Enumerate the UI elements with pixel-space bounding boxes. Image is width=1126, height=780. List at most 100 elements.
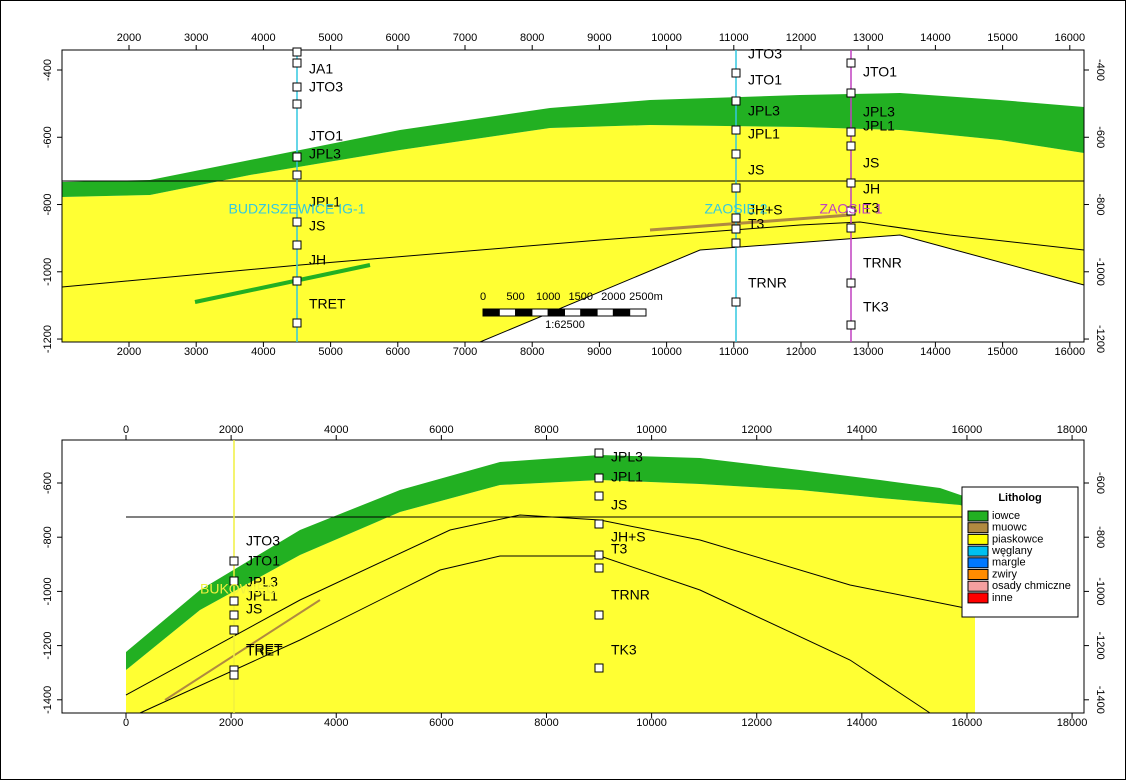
scale-segment	[613, 309, 629, 316]
formation-marker	[230, 557, 238, 565]
x-tick-label: 13000	[853, 346, 884, 358]
x-tick-label: 14000	[920, 346, 951, 358]
x-tick-label: 16000	[1055, 346, 1086, 358]
x-tick-label: 2000	[219, 717, 243, 729]
y-tick-label: -1200	[42, 632, 54, 660]
formation-label: JTO1	[863, 64, 897, 80]
scale-segment	[630, 309, 646, 316]
x-tick-label: 6000	[429, 717, 453, 729]
x-tick-label: 11000	[719, 346, 749, 358]
formation-marker	[230, 611, 238, 619]
formation-label: JS	[748, 162, 764, 178]
x-tick-label: 9000	[587, 32, 611, 44]
formation-marker	[732, 225, 740, 233]
formation-marker	[293, 83, 301, 91]
formation-marker	[293, 319, 301, 327]
formation-label: T3	[748, 216, 765, 232]
y-tick-label: -600	[1094, 472, 1106, 494]
formation-label: JH	[309, 252, 326, 268]
formation-marker	[732, 97, 740, 105]
legend-swatch	[968, 570, 988, 580]
formation-label: JTO1	[309, 128, 343, 144]
x-tick-label: 14000	[920, 32, 951, 44]
y-tick-label: -1400	[1094, 686, 1106, 714]
formation-marker	[732, 184, 740, 192]
formation-label: JPL3	[309, 146, 341, 162]
y-tick-label: -1000	[42, 577, 54, 605]
formation-marker	[847, 59, 855, 67]
formation-marker	[230, 626, 238, 634]
x-tick-label: 6000	[386, 346, 410, 358]
x-tick-label: 3000	[184, 32, 208, 44]
x-tick-label: 7000	[453, 346, 477, 358]
y-tick-label: -1000	[1094, 258, 1106, 286]
formation-label: JTO1	[246, 553, 280, 569]
legend-label: margle	[992, 557, 1026, 569]
formation-label: JPL3	[748, 103, 780, 119]
formation-marker	[293, 241, 301, 249]
y-tick-label: -1200	[42, 325, 54, 353]
scale-segment	[581, 309, 597, 316]
x-tick-label: 10000	[651, 32, 682, 44]
formation-marker	[847, 179, 855, 187]
x-tick-label: 10000	[636, 424, 667, 436]
x-tick-label: 3000	[184, 346, 208, 358]
x-tick-label: 11000	[719, 32, 749, 44]
y-tick-label: -800	[1094, 526, 1106, 548]
formation-label: TRNR	[748, 275, 787, 291]
formation-marker	[595, 492, 603, 500]
formation-label: TRET	[246, 643, 283, 659]
y-tick-label: -1400	[42, 686, 54, 714]
x-tick-label: 5000	[318, 346, 342, 358]
formation-label: JS	[611, 497, 627, 513]
x-tick-label: 6000	[386, 32, 410, 44]
x-tick-label: 0	[123, 717, 129, 729]
x-tick-label: 16000	[952, 424, 983, 436]
formation-label: TRET	[309, 296, 346, 312]
scale-segment	[483, 309, 499, 316]
formation-label: TK3	[611, 642, 637, 658]
x-tick-label: 4000	[324, 717, 348, 729]
formation-marker	[293, 100, 301, 108]
x-tick-label: 12000	[786, 32, 817, 44]
x-tick-label: 8000	[520, 32, 544, 44]
legend-swatch	[968, 558, 988, 568]
x-tick-label: 10000	[651, 346, 682, 358]
well-name: BUKOWIEC	[200, 581, 276, 597]
formation-label: JTO3	[246, 533, 280, 549]
x-tick-label: 8000	[534, 424, 558, 436]
scale-segment	[516, 309, 532, 316]
formation-marker	[847, 321, 855, 329]
formation-marker	[293, 218, 301, 226]
scale-label: 1500	[569, 291, 593, 303]
x-tick-label: 4000	[251, 346, 275, 358]
y-tick-label: -1000	[1094, 577, 1106, 605]
legend-swatch	[968, 593, 988, 603]
y-tick-label: -1200	[1094, 325, 1106, 353]
legend-label: zwiry	[992, 568, 1018, 580]
formation-marker	[230, 597, 238, 605]
legend-label: osady chmiczne	[992, 580, 1071, 592]
scale-label: 0	[480, 291, 486, 303]
y-tick-label: -800	[42, 194, 54, 216]
x-tick-label: 14000	[847, 424, 878, 436]
formation-label: JTO1	[748, 72, 782, 88]
well-name: ZAOSIE 1	[819, 201, 882, 217]
x-tick-label: 2000	[117, 32, 141, 44]
formation-label: JPL1	[748, 126, 780, 142]
y-tick-label: -400	[1094, 59, 1106, 81]
x-tick-label: 14000	[847, 717, 878, 729]
formation-label: TK3	[863, 299, 889, 315]
scale-label: 2500m	[629, 291, 663, 303]
formation-label: JH	[863, 181, 880, 197]
formation-marker	[847, 224, 855, 232]
x-tick-label: 0	[123, 424, 129, 436]
x-tick-label: 15000	[987, 346, 1018, 358]
scale-label: 1000	[536, 291, 560, 303]
well-name: BUDZISZEWICE IG-1	[229, 201, 366, 217]
x-tick-label: 4000	[251, 32, 275, 44]
formation-marker	[595, 611, 603, 619]
legend-swatch	[968, 534, 988, 544]
scale-segment	[532, 309, 548, 316]
formation-label: JS	[309, 218, 325, 234]
